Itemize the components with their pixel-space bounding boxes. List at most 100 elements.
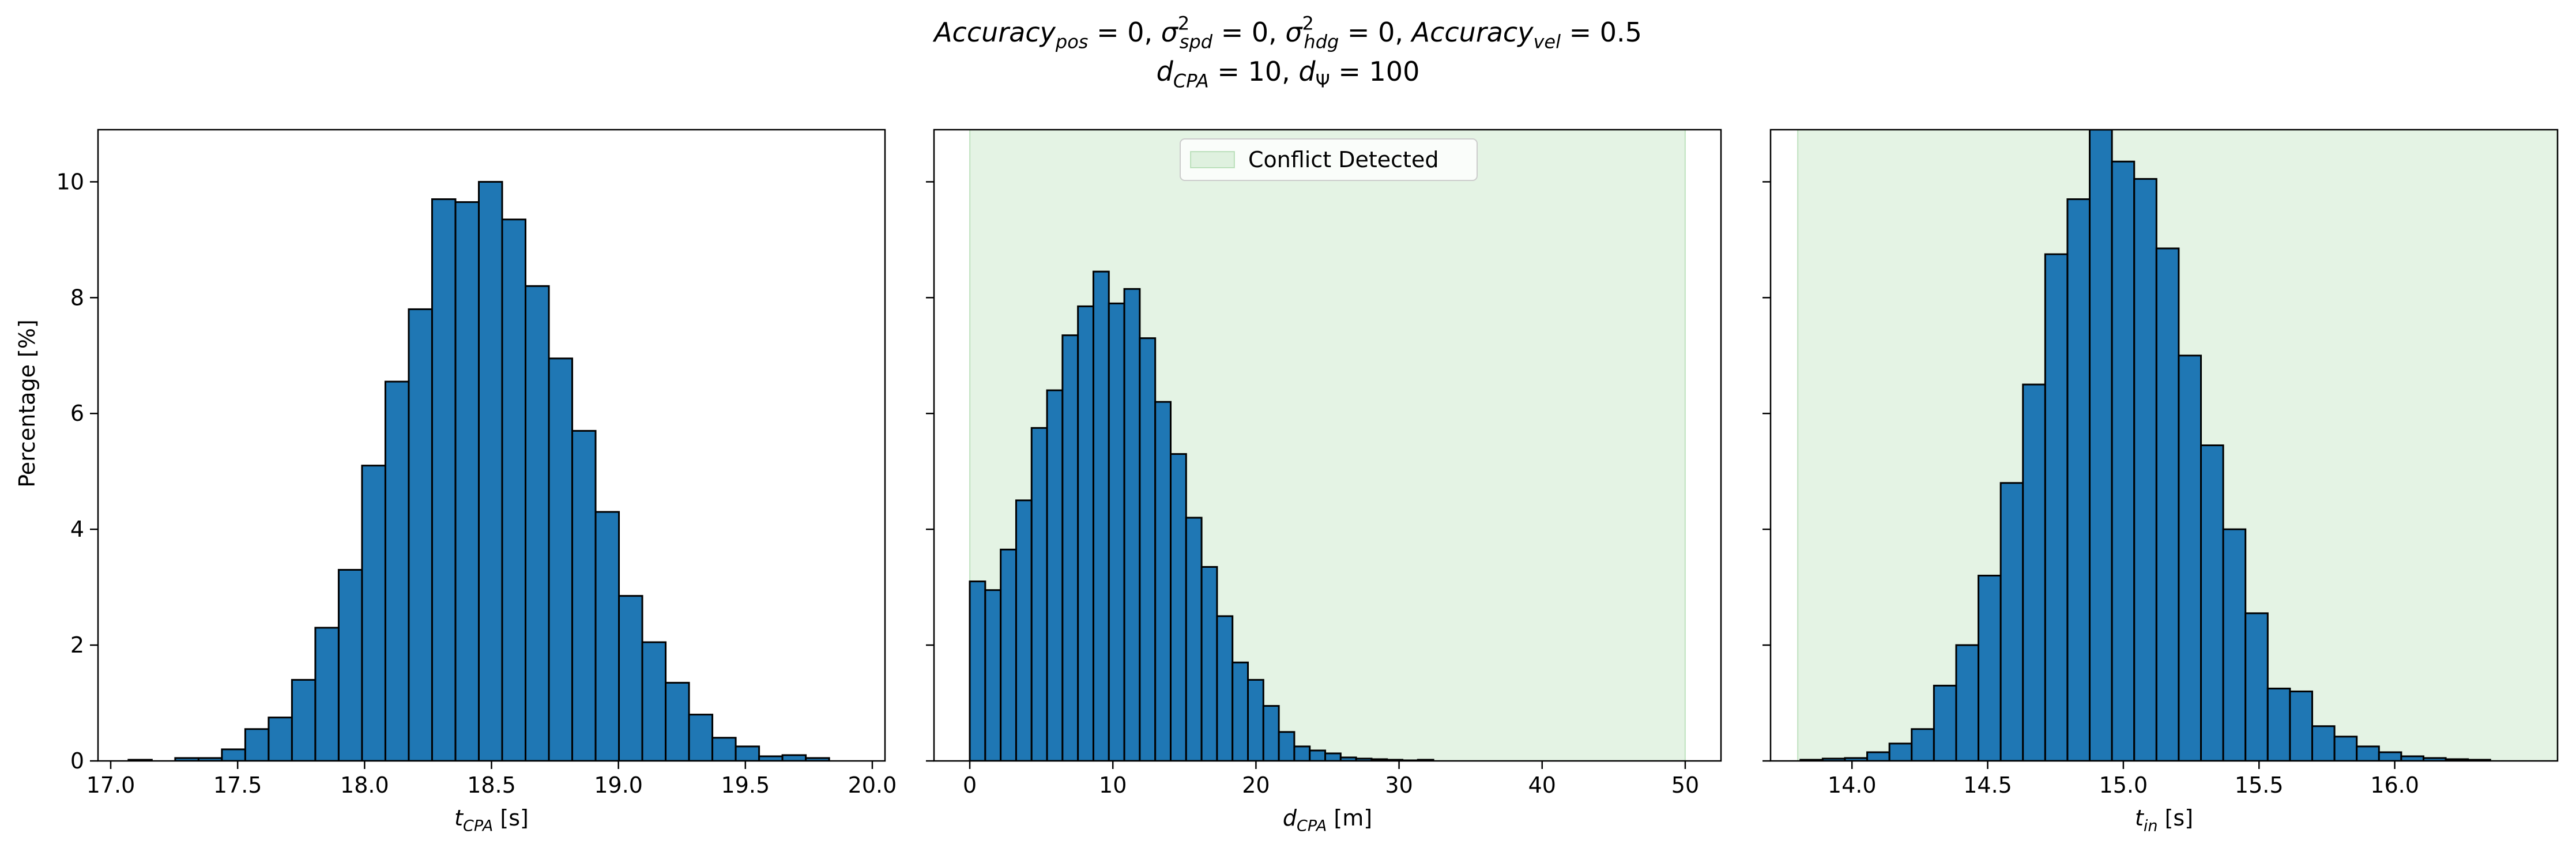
x-tick-label: 20.0: [848, 772, 897, 798]
histogram-bar: [1015, 499, 1033, 761]
histogram-bar: [1888, 742, 1913, 761]
histogram-bar: [384, 380, 410, 761]
histogram-bar: [244, 728, 270, 761]
histogram-bar: [1185, 517, 1203, 761]
histogram-bar: [2266, 687, 2291, 761]
histogram-bar: [548, 357, 574, 761]
histogram-bar: [1278, 731, 1295, 761]
subplot-d-cpa: 0 10 20 30 40 50 dCPA [m] Conflict Detected: [926, 129, 1722, 835]
histogram-bar: [1154, 401, 1172, 761]
title-text-part: d: [1157, 56, 1174, 87]
title-text-part: [s]: [2158, 805, 2194, 831]
title-text-part: σ: [1285, 17, 1303, 48]
x-tick-label: 10: [1099, 772, 1127, 798]
plot-area: [1797, 130, 2558, 761]
x-tick-label: 0: [963, 772, 977, 798]
histogram-bar: [268, 717, 293, 761]
histogram-bar: [969, 580, 986, 761]
histogram-bar: [1030, 427, 1048, 761]
figure-title-line1: Accuracypos = 0, σ2 spd = 0, σ2 hdg = 0, A…: [932, 12, 1642, 52]
histogram-bar: [1309, 749, 1327, 761]
histogram-bar: [477, 180, 503, 761]
x-tick-label: 18.5: [467, 772, 516, 798]
histogram-bar: [361, 465, 386, 761]
shared-y-axis-label: Percentage [%]: [14, 319, 40, 488]
histogram-bar: [1247, 678, 1264, 761]
x-tick-label: 15.5: [2235, 772, 2284, 798]
title-text-part: = 100: [1330, 56, 1420, 87]
legend-frame: [1180, 138, 1478, 181]
title-text-part: Accuracy: [1410, 17, 1534, 48]
title-text-part: = 10,: [1209, 56, 1299, 87]
histogram-bar: [2289, 690, 2313, 761]
x-tick-label: 20: [1242, 772, 1270, 798]
histogram-bar: [1123, 288, 1141, 761]
title-text-part: Accuracy: [932, 17, 1056, 48]
histogram-bar: [1092, 270, 1110, 761]
histogram-bar: [2044, 253, 2069, 761]
histogram-bar: [2378, 751, 2402, 761]
histogram-bar: [688, 714, 714, 761]
histogram-bar: [337, 568, 363, 761]
histogram-bar: [1200, 566, 1218, 761]
histogram-bar: [1061, 334, 1079, 761]
histogram-bar: [1866, 751, 1890, 761]
title-text-part: t: [454, 805, 464, 831]
histogram-bar: [1077, 305, 1094, 761]
histogram-bar: [501, 218, 527, 761]
x-tick-label: 19.0: [594, 772, 643, 798]
title-text-part: = 0,: [1212, 17, 1285, 48]
histogram-bar: [454, 201, 480, 761]
x-axis-label: tin [s]: [2135, 805, 2193, 835]
x-tick-label: 17.0: [86, 772, 135, 798]
histogram-bar: [2155, 247, 2180, 761]
title-text-part: t: [2135, 805, 2145, 831]
title-text-part: spd: [1180, 31, 1213, 53]
x-axis-label: tCPA [s]: [454, 805, 529, 835]
title-text-part: in: [2144, 817, 2158, 835]
x-tick-label: 30: [1385, 772, 1413, 798]
histogram-bar: [618, 595, 643, 761]
x-tick-label: 14.0: [1828, 772, 1877, 798]
histogram-bar: [2356, 745, 2380, 761]
histogram-bar: [1231, 661, 1249, 761]
histogram-bar: [2111, 160, 2136, 761]
histogram-bar: [1000, 548, 1017, 761]
legend-label: Conflict Detected: [1248, 147, 1438, 172]
histogram-bar: [1933, 684, 1957, 761]
histogram-bar: [1262, 705, 1280, 761]
axes-frame: [933, 129, 1722, 762]
y-tick-label: 4: [70, 517, 84, 542]
title-text-part: 2: [1178, 12, 1189, 34]
x-tick-label: 14.5: [1963, 772, 2012, 798]
y-tick-label: 8: [70, 285, 84, 310]
legend: Conflict Detected: [1180, 138, 1478, 181]
x-tick-label: 18.0: [340, 772, 389, 798]
histogram-bar: [1978, 575, 2002, 761]
histogram-bar: [1324, 752, 1342, 761]
figure-title-line2: dCPA = 10, dΨ = 100: [1157, 56, 1420, 92]
title-text-part: = 0,: [1339, 17, 1411, 48]
y-tick-label: 2: [70, 632, 84, 658]
axes-frame: [1769, 129, 2559, 762]
title-text-part: Ψ: [1316, 70, 1330, 92]
title-text-part: vel: [1533, 31, 1561, 53]
histogram-bar: [431, 198, 457, 761]
histogram-bar: [1293, 745, 1311, 761]
histogram-bar: [1955, 644, 1980, 761]
histogram-bar: [1108, 302, 1125, 761]
x-axis-label: dCPA [m]: [1283, 805, 1372, 835]
x-tick-label: 17.5: [213, 772, 262, 798]
title-text-part: = 0.5: [1561, 17, 1642, 48]
histogram-bar: [2178, 355, 2202, 761]
y-tick-label: 6: [70, 401, 84, 426]
y-tick-label: 10: [57, 169, 84, 194]
plot-area: [127, 180, 830, 761]
plot-area: [969, 130, 1686, 761]
histogram-bar: [1999, 482, 2024, 761]
legend-swatch: [1190, 151, 1235, 168]
x-tick-label: 50: [1671, 772, 1699, 798]
title-text-part: CPA: [463, 817, 493, 835]
histogram-bar: [2022, 383, 2046, 761]
title-text-part: σ: [1161, 17, 1179, 48]
